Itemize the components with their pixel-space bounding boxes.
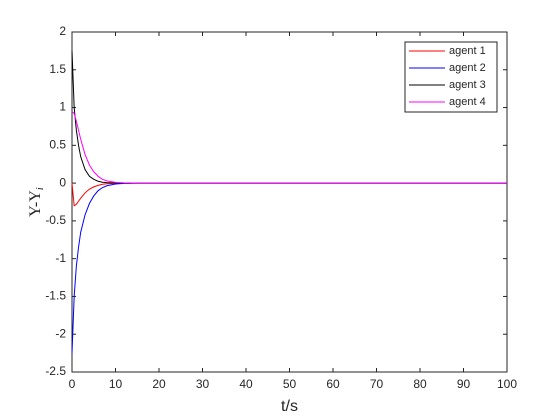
legend-label: agent 2 xyxy=(449,62,486,74)
legend-label: agent 1 xyxy=(449,45,486,57)
x-tick-label: 40 xyxy=(239,377,253,391)
y-tick-label: 0.5 xyxy=(49,138,66,152)
legend-label: agent 4 xyxy=(449,96,486,108)
y-tick-label: -2.5 xyxy=(45,364,66,378)
y-tick-label: 1.5 xyxy=(49,62,66,76)
y-axis-label: Y-Yi xyxy=(27,187,46,217)
y-tick-label: 1 xyxy=(59,100,66,114)
x-tick-label: 50 xyxy=(283,377,297,391)
x-tick-label: 100 xyxy=(497,377,517,391)
y-tick-label: -1.5 xyxy=(45,289,66,303)
x-tick-label: 90 xyxy=(457,377,471,391)
y-axis-label-main: Y-Y xyxy=(27,190,44,217)
y-tick-label: 0 xyxy=(59,175,66,189)
x-tick-label: 80 xyxy=(413,377,427,391)
legend-label: agent 3 xyxy=(449,79,486,91)
x-axis-label: t/s xyxy=(281,398,298,415)
legend-box xyxy=(404,41,498,113)
series-line xyxy=(71,110,507,184)
y-tick-label: -1 xyxy=(55,251,66,265)
x-tick-label: 70 xyxy=(370,377,384,391)
x-tick-label: 0 xyxy=(69,377,76,391)
x-tick-label: 20 xyxy=(152,377,166,391)
y-axis-label-sub: i xyxy=(34,187,46,190)
x-tick-label: 10 xyxy=(109,377,123,391)
y-tick-label: 2 xyxy=(59,24,66,38)
y-tick-label: -0.5 xyxy=(45,213,66,227)
x-tick-label: 60 xyxy=(326,377,340,391)
x-tick-label: 30 xyxy=(196,377,210,391)
y-tick-label: -2 xyxy=(55,326,66,340)
